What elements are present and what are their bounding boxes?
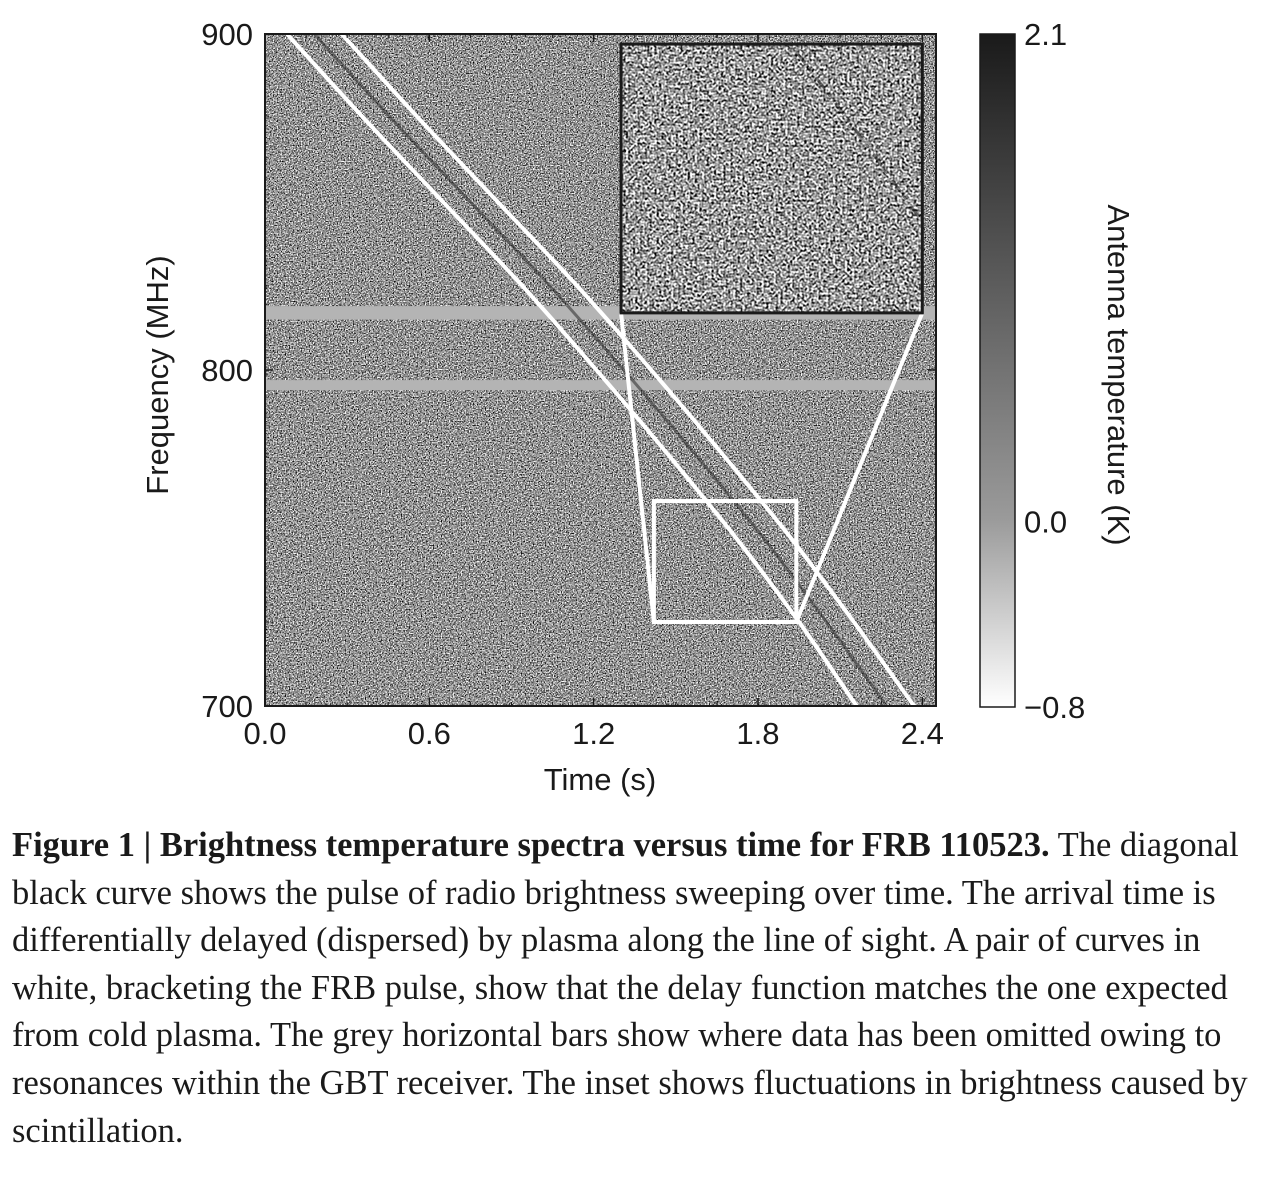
y-tick-label: 800 [201, 353, 253, 388]
y-tick-label: 900 [201, 17, 253, 52]
axes: 0.0 0.6 1.2 1.8 2.4 700 800 900 [201, 17, 944, 751]
colorbar-gradient [979, 33, 1016, 708]
x-tick-label: 0.6 [408, 716, 451, 751]
bracket-curves [285, 34, 916, 706]
bracket-curve [285, 34, 859, 706]
masked-band [265, 380, 936, 391]
x-tick-label: 2.4 [901, 716, 944, 751]
x-tick-label: 0.0 [243, 716, 286, 751]
colorbar: 2.1 0.0 −0.8 [979, 17, 1085, 725]
inset-noise [621, 44, 923, 313]
inset-connector [619, 312, 656, 623]
inset [619, 42, 925, 625]
x-tick-label: 1.8 [736, 716, 779, 751]
x-axis-label: Time (s) [544, 762, 657, 797]
caption-body: The diagonal black curve shows the pulse… [12, 826, 1248, 1150]
zoom-box [651, 499, 799, 625]
y-axis-label: Frequency (MHz) [140, 255, 175, 494]
colorbar-label: Antenna temperature (K) [1101, 204, 1136, 545]
chart-svg: 0.0 0.6 1.2 1.8 2.4 700 800 900 2.1 0.0 −0.8 Time… [140, 17, 1136, 797]
inset-connector [794, 312, 925, 623]
y-tick-label: 700 [201, 689, 253, 724]
figure-caption: Figure 1 | Brightness temperature spectr… [12, 822, 1274, 1155]
colorbar-tick-label: 2.1 [1024, 17, 1067, 52]
x-tick-label: 1.2 [572, 716, 615, 751]
bracket-curve [340, 34, 916, 706]
caption-title: Figure 1 | Brightness temperature spectr… [12, 826, 1050, 864]
inset-frame [619, 42, 924, 315]
colorbar-tick-label: −0.8 [1024, 690, 1085, 725]
colorbar-tick-label: 0.0 [1024, 504, 1067, 539]
figure: 0.0 0.6 1.2 1.8 2.4 700 800 900 2.1 0.0 −0.8 Time… [140, 17, 1136, 797]
